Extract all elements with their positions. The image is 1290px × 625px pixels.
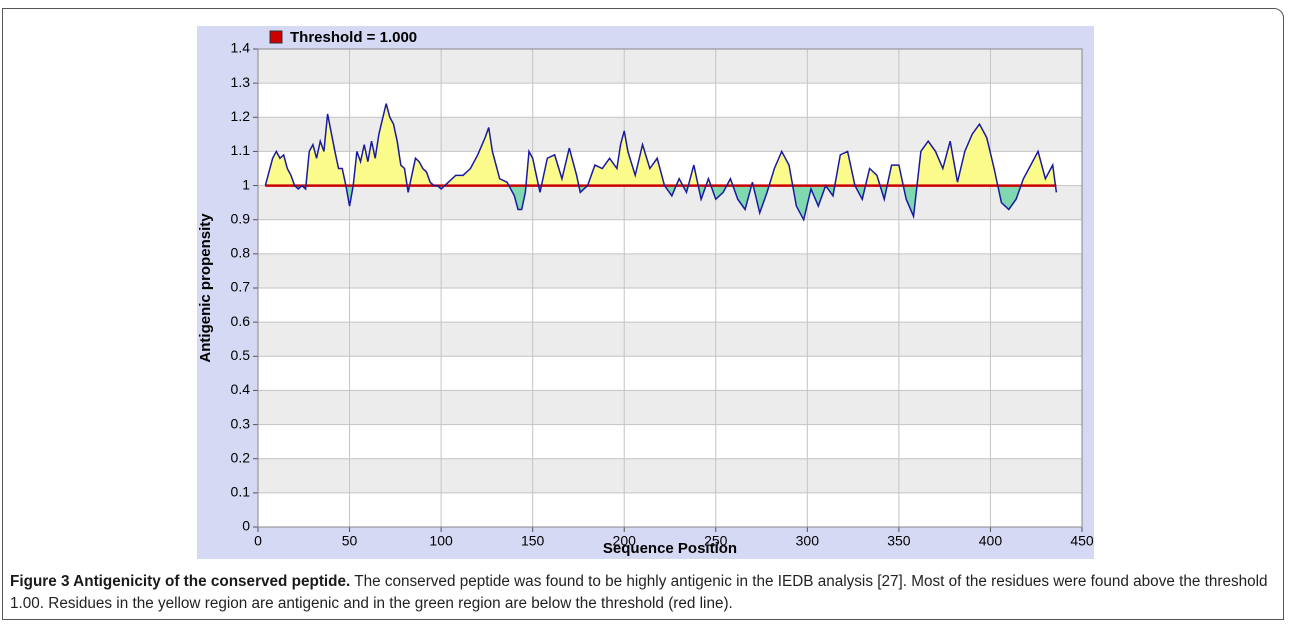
x-tick-label: 150 [521,533,545,549]
y-tick-label: 0.9 [231,210,251,226]
y-tick-label: 1 [242,176,250,192]
y-tick-label: 1.2 [231,108,251,124]
y-tick-label: 0.3 [231,415,251,431]
y-tick-label: 0.4 [231,381,251,397]
x-tick-label: 200 [613,533,637,549]
band [258,322,1082,357]
legend-swatch [269,30,283,44]
y-tick-label: 0.8 [231,245,251,261]
y-tick-label: 0.6 [231,313,251,329]
y-tick-label: 1.4 [231,40,251,56]
x-tick-label: 450 [1070,533,1094,549]
y-tick-label: 0.7 [231,279,251,295]
band [258,390,1082,425]
band [258,458,1082,493]
x-tick-label: 400 [979,533,1003,549]
y-tick-label: 0.2 [231,449,251,465]
data-line [264,103,1058,222]
figure-frame [2,8,1284,620]
y-tick-label: 0.5 [231,347,251,363]
x-tick-label: 100 [429,533,453,549]
y-axis-label: Antigenic propensity [197,213,214,363]
x-tick-label: 0 [254,533,262,549]
area-above [265,103,1057,186]
y-tick-label: 1.1 [231,142,251,158]
y-tick-label: 0 [242,518,250,534]
y-tick-label: 0.1 [231,484,251,500]
chart: 0 0.1 0.2 0.3 0.4 0.5 0.6 0.7 0.8 0.9 1 1.1 1.2 1.3 1.… [197,26,1094,559]
caption-text: The conserved peptide was found to be hi… [10,573,1268,612]
x-tick-label: 350 [887,533,911,549]
caption-label: Figure 3 Antigenicity of the conserved p… [10,573,351,590]
band [258,253,1082,288]
y-tick-label: 1.3 [231,74,251,90]
caption: Figure 3 Antigenicity of the conserved p… [10,571,1275,615]
x-tick-label: 50 [342,533,358,549]
x-tick-label: 300 [796,533,820,549]
x-tick-label: 250 [704,533,728,549]
plot-border [257,48,1083,528]
band [258,49,1082,84]
legend-label: Threshold = 1.000 [290,29,417,46]
x-axis-label: Sequence Position [603,540,737,557]
